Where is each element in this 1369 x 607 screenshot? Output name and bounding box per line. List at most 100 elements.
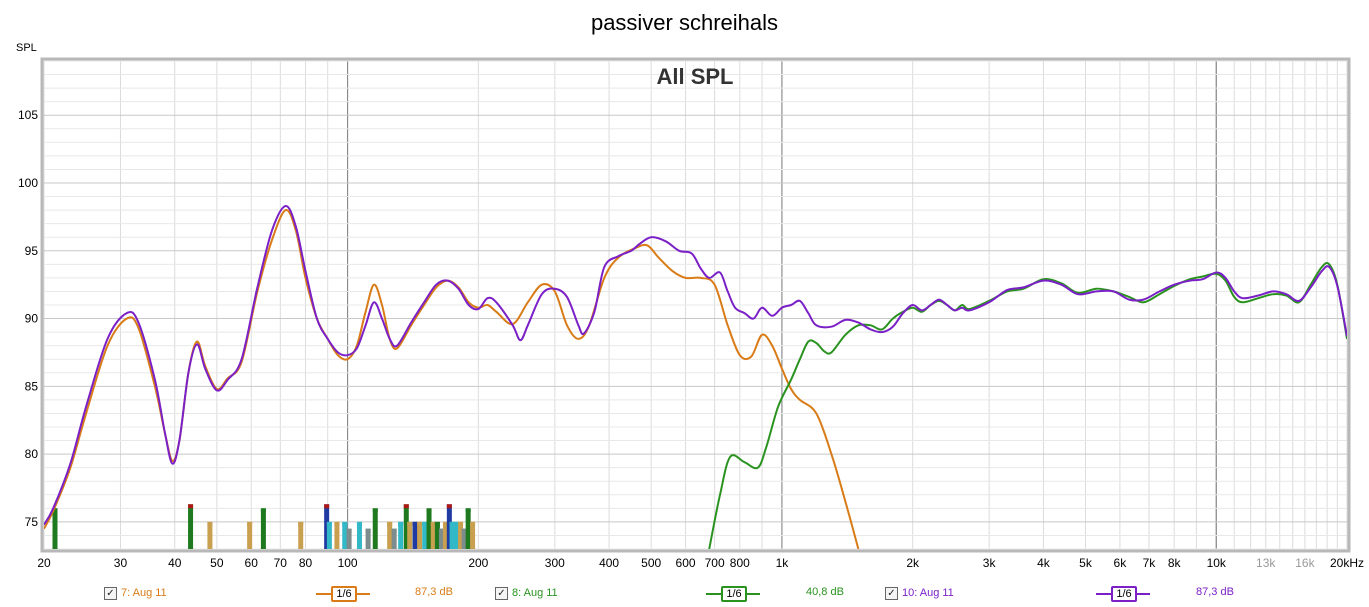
series-3-level: 87,3 dB [1196, 586, 1234, 598]
x-tick-label: 600 [676, 556, 696, 570]
spectrum-bar-cap [449, 521, 455, 526]
legend-item-series-2[interactable]: ✓ 8: Aug 11 [495, 585, 558, 601]
x-tick-label: 500 [641, 556, 661, 570]
spectrum-bar-cap [417, 521, 423, 526]
smoothing-icon[interactable]: 1/6 [706, 586, 760, 602]
x-tick-label: 700 [705, 556, 725, 570]
x-tick-label: 13k [1256, 556, 1276, 570]
x-tick-label: 400 [599, 556, 619, 570]
x-tick-label: 1k [776, 556, 790, 570]
spectrum-bar [449, 521, 455, 549]
series-1-smoothing[interactable]: 1/6 [316, 585, 370, 602]
series-3-smoothing[interactable]: 1/6 [1096, 585, 1150, 602]
smoothing-icon[interactable]: 1/6 [1096, 586, 1150, 602]
spectrum-bar-cap [407, 521, 413, 526]
spectrum-bar-cap [461, 528, 467, 533]
spectrum-bar [52, 508, 58, 549]
spectrum-bar-cap [398, 521, 404, 526]
x-tick-label: 5k [1079, 556, 1093, 570]
spectrum-bar-cap [207, 521, 213, 526]
spectrum-bar [387, 521, 393, 549]
spectrum-bar [426, 508, 432, 549]
series-1-checkbox[interactable]: ✓ [104, 586, 117, 600]
y-axis-label: SPL [16, 42, 37, 54]
curves [44, 205, 1347, 549]
spectrum-bar-cap [188, 504, 194, 509]
smoothing-label: 1/6 [1111, 586, 1137, 602]
smoothing-label: 1/6 [721, 586, 747, 602]
spectrum-bar-cap [403, 504, 409, 509]
spectrum-bar-cap [247, 521, 253, 526]
x-tick-labels: 20 30 40 50 60 70 80 100 200 300 400 500 600 700 800 1k… [37, 556, 1364, 570]
spectrum-bar [326, 521, 332, 549]
spectrum-bar [434, 521, 440, 549]
series-1-name: 7: Aug 11 [121, 587, 167, 599]
smoothing-label: 1/6 [331, 586, 357, 602]
spectrum-bar-cap [412, 521, 418, 526]
series-2-checkbox[interactable]: ✓ [495, 586, 508, 600]
spectrum-bar [403, 504, 409, 549]
spectrum-bar-cap [430, 521, 436, 526]
spectrum-bar [334, 521, 340, 549]
series-2-smoothing[interactable]: 1/6 [706, 585, 760, 602]
spectrum-bar [324, 504, 330, 549]
x-tick-label: 40 [168, 556, 182, 570]
y-tick-label: 75 [25, 515, 39, 529]
series-1-level: 87,3 dB [415, 586, 453, 598]
spectrum-bar [470, 521, 476, 549]
spectrum-bar-cap [446, 504, 452, 509]
grid [43, 60, 1348, 550]
spectrum-bar [298, 521, 304, 549]
spectrum-bar-cap [470, 521, 476, 526]
series-line-1 [44, 209, 860, 549]
series-3-name: 10: Aug 11 [902, 587, 954, 599]
spectrum-bar-cap [426, 508, 432, 513]
x-tick-label: 200 [468, 556, 488, 570]
x-tick-label: 16k [1295, 556, 1315, 570]
spectrum-bar [260, 508, 266, 549]
spectrum-bar-cap [365, 528, 371, 533]
spectrum-bar [412, 521, 418, 549]
y-tick-label: 105 [18, 108, 38, 122]
x-tick-label: 20 [37, 556, 51, 570]
spectrum-bar [346, 528, 352, 549]
y-tick-label: 85 [25, 379, 39, 393]
spectrum-bar [342, 521, 348, 549]
spectrum-bar-cap [458, 521, 464, 526]
spectrum-bar-cap [52, 508, 58, 513]
x-tick-label: 30 [114, 556, 128, 570]
spectrum-bar [247, 521, 253, 549]
y-tick-label: 100 [18, 176, 38, 190]
spectrum-bar-cap [298, 521, 304, 526]
spectrum-bar-cap [391, 528, 397, 533]
y-tick-label: 90 [25, 312, 39, 326]
x-tick-label: 8k [1168, 556, 1182, 570]
spectrum-bar-cap [342, 521, 348, 526]
x-tick-label: 20kHz [1330, 556, 1364, 570]
spectrum-bar [356, 521, 362, 549]
spectrum-bar [465, 508, 471, 549]
smoothing-icon[interactable]: 1/6 [316, 586, 370, 602]
series-2-level: 40,8 dB [806, 586, 844, 598]
spectrum-bar-cap [438, 528, 444, 533]
series-3-checkbox[interactable]: ✓ [885, 586, 898, 600]
x-tick-label: 800 [730, 556, 750, 570]
y-tick-labels: 75 80 85 90 95 100 105 [18, 108, 38, 529]
spectrum-bar-cap [356, 521, 362, 526]
spectrum-bar-cap [324, 504, 330, 509]
spectrum-bar-cap [260, 508, 266, 513]
spectrum-bar-cap [326, 521, 332, 526]
legend-item-series-3[interactable]: ✓ 10: Aug 11 [885, 585, 954, 601]
spectrum-bar-cap [372, 508, 378, 513]
x-tick-label: 80 [299, 556, 313, 570]
spectrum-bar-cap [387, 521, 393, 526]
x-tick-label: 4k [1037, 556, 1051, 570]
series-line-3 [44, 205, 1347, 526]
x-tick-label: 2k [906, 556, 920, 570]
spectrum-bar [442, 521, 448, 549]
x-tick-label: 7k [1143, 556, 1157, 570]
legend-item-series-1[interactable]: ✓ 7: Aug 11 [104, 585, 167, 601]
spectrum-bar-cap [334, 521, 340, 526]
spectrum-bar-cap [422, 521, 428, 526]
